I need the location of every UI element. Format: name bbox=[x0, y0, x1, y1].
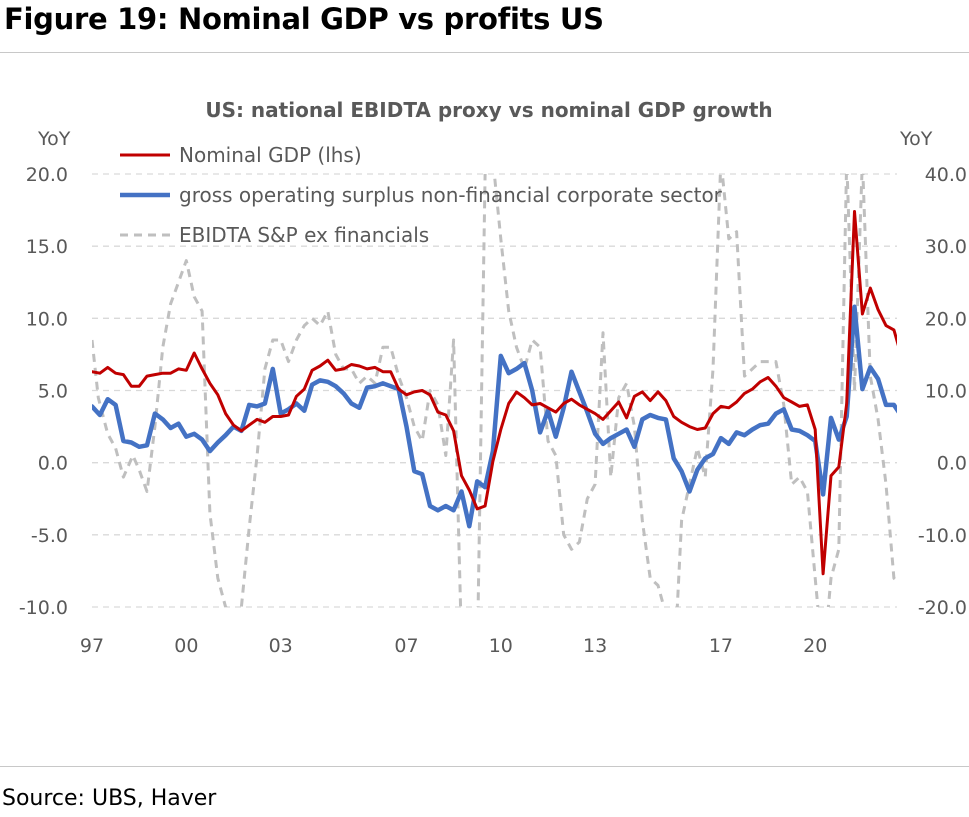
y-left-tick-label: -5.0 bbox=[31, 525, 68, 547]
x-tick-label: 03 bbox=[269, 635, 293, 657]
series-line-gos bbox=[92, 304, 897, 529]
x-tick-label: 97 bbox=[80, 635, 104, 657]
y-left-tick-label: -10.0 bbox=[19, 597, 68, 619]
top-divider bbox=[0, 52, 969, 53]
series-lines bbox=[92, 174, 897, 607]
y-right-tick-label: -10.0 bbox=[918, 525, 967, 547]
y-left-ticks: 20.0 15.0 10.0 5.0 0.0 -5.0 -10.0 bbox=[19, 164, 68, 619]
x-tick-label: 20 bbox=[803, 635, 827, 657]
y-left-tick-label: 20.0 bbox=[26, 164, 68, 186]
y-right-tick-label: 30.0 bbox=[925, 236, 967, 258]
legend: Nominal GDP (lhs) gross operating surplus… bbox=[120, 143, 723, 247]
y-left-axis-label: YoY bbox=[37, 128, 71, 150]
x-ticks: 97 00 03 07 10 13 17 20 bbox=[80, 635, 827, 657]
y-right-tick-label: 20.0 bbox=[925, 308, 967, 330]
y-right-ticks: 40.0 30.0 20.0 10.0 0.0 -10.0 -20.0 bbox=[918, 164, 967, 619]
y-left-tick-label: 10.0 bbox=[26, 308, 68, 330]
series-line-gdp bbox=[92, 210, 897, 576]
x-tick-label: 17 bbox=[709, 635, 733, 657]
y-right-axis-label: YoY bbox=[899, 128, 933, 150]
y-left-tick-label: 5.0 bbox=[38, 381, 68, 403]
y-right-tick-label: 40.0 bbox=[925, 164, 967, 186]
figure-title: Figure 19: Nominal GDP vs profits US bbox=[4, 2, 604, 36]
legend-label-ebitda: EBIDTA S&P ex financials bbox=[179, 223, 429, 247]
source-note: Source: UBS, Haver bbox=[2, 786, 217, 811]
y-right-tick-label: 0.0 bbox=[937, 453, 967, 475]
y-left-tick-label: 0.0 bbox=[38, 453, 68, 475]
y-right-tick-label: -20.0 bbox=[918, 597, 967, 619]
x-tick-label: 07 bbox=[394, 635, 418, 657]
x-tick-label: 13 bbox=[583, 635, 607, 657]
chart-title: US: national EBIDTA proxy vs nominal GDP… bbox=[205, 98, 772, 122]
legend-label-gdp: Nominal GDP (lhs) bbox=[179, 143, 362, 167]
y-right-tick-label: 10.0 bbox=[925, 381, 967, 403]
legend-label-gos: gross operating surplus non-financial co… bbox=[179, 183, 723, 207]
series-line-ebitda bbox=[92, 174, 897, 607]
bottom-divider bbox=[0, 766, 969, 767]
y-left-tick-label: 15.0 bbox=[26, 236, 68, 258]
x-tick-label: 00 bbox=[174, 635, 198, 657]
x-tick-label: 10 bbox=[489, 635, 513, 657]
